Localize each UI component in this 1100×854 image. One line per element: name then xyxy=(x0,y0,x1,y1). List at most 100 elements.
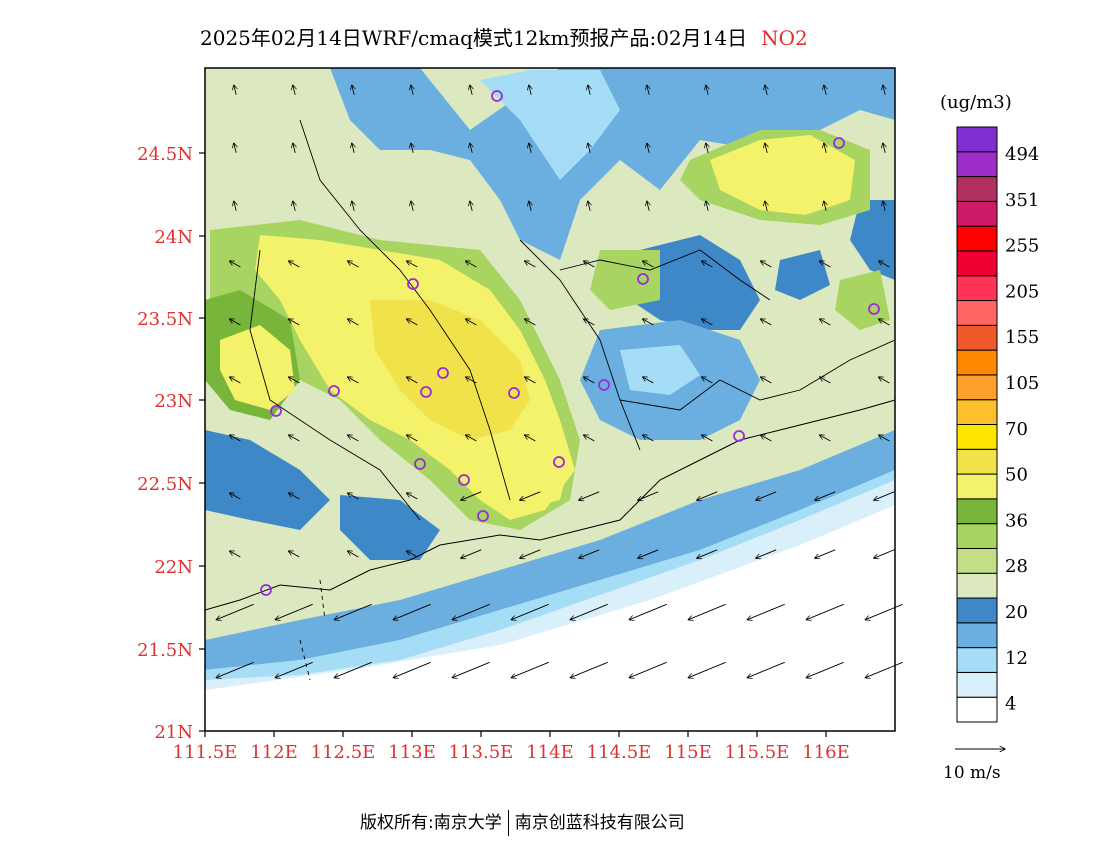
wind-arrow xyxy=(407,551,418,558)
wind-arrow xyxy=(638,549,659,558)
wind-arrow xyxy=(520,491,541,500)
wind-arrow xyxy=(407,261,418,268)
wind-arrow xyxy=(879,261,890,268)
legend-swatch xyxy=(956,300,998,326)
wind-arrow xyxy=(761,435,772,442)
legend-label: 351 xyxy=(1005,190,1039,211)
wind-arrow xyxy=(638,491,659,500)
legend-swatch xyxy=(956,225,998,252)
wind-arrow xyxy=(702,377,713,384)
wind-arrow xyxy=(584,261,595,268)
wind-arrow xyxy=(765,143,767,153)
lon-label: 115.5E xyxy=(725,742,790,763)
legend-swatch xyxy=(956,523,998,549)
wind-arrow xyxy=(570,603,608,619)
wind-arrow xyxy=(629,661,667,677)
wind-arrow xyxy=(883,201,885,211)
wind-arrow xyxy=(529,201,531,211)
wind-arrow xyxy=(824,85,826,95)
wind-arrow xyxy=(466,435,477,442)
wind-arrow xyxy=(824,143,826,153)
wind-arrow xyxy=(820,377,831,384)
legend-swatch xyxy=(956,349,998,376)
page-title: 2025年02月14日WRF/cmaq模式12km预报产品:02月14日 NO2 xyxy=(200,22,808,51)
wind-arrow xyxy=(824,201,826,211)
wind-arrow xyxy=(815,491,836,500)
legend-swatch xyxy=(956,647,998,673)
wind-arrow xyxy=(706,85,708,95)
wind-arrow xyxy=(706,201,708,211)
wind-arrow xyxy=(466,319,477,326)
lat-label: 21.5N xyxy=(137,640,193,661)
city-marker xyxy=(733,430,745,442)
wind-arrow xyxy=(647,85,649,95)
wind-arrow xyxy=(879,435,890,442)
wind-arrow xyxy=(411,85,413,95)
wind-arrow xyxy=(289,377,300,384)
legend-label: 205 xyxy=(1005,281,1039,302)
wind-arrow xyxy=(702,261,713,268)
wind-arrow xyxy=(289,551,300,558)
city-marker xyxy=(637,273,649,285)
legend-label: 12 xyxy=(1005,648,1028,669)
wind-arrow xyxy=(411,201,413,211)
wind-arrow xyxy=(570,661,608,677)
wind-arrow xyxy=(806,603,844,619)
wind-arrow xyxy=(407,377,418,384)
wind-arrow xyxy=(761,319,772,326)
wind-arrow xyxy=(883,143,885,153)
wind-arrow xyxy=(525,261,536,268)
lon-label: 115E xyxy=(664,742,712,763)
wind-reference-label: 10 m/s xyxy=(943,763,1001,783)
legend-labels: 494 351 255 205 155 105 70 50 36 28 20 12 4 xyxy=(1005,144,1039,715)
wind-arrow xyxy=(411,143,413,153)
wind-arrow xyxy=(348,319,359,326)
company-text: 南京创蓝科技有限公司 xyxy=(514,813,685,833)
latitude-axis: 24.5N 24N 23.5N 23N 22.5N 22N 21.5N 21N xyxy=(137,144,205,743)
city-marker xyxy=(868,303,880,315)
lon-label: 114.5E xyxy=(587,742,652,763)
lon-label: 113E xyxy=(388,742,436,763)
legend-swatch xyxy=(956,151,998,178)
wind-arrow xyxy=(588,85,590,95)
city-marker xyxy=(414,458,426,470)
legend-label: 50 xyxy=(1005,465,1028,486)
lat-label: 22.5N xyxy=(137,474,193,495)
wind-arrow xyxy=(702,319,713,326)
wind-arrow xyxy=(393,661,431,677)
legend-swatch xyxy=(956,597,998,624)
city-marker xyxy=(458,474,470,486)
wind-arrow xyxy=(525,435,536,442)
lon-label: 114E xyxy=(526,742,574,763)
wind-arrow xyxy=(466,377,477,384)
lon-label: 112E xyxy=(250,742,298,763)
concentration-field xyxy=(205,68,895,731)
wind-arrow xyxy=(234,143,236,153)
wind-arrow xyxy=(234,201,236,211)
wind-arrow xyxy=(289,319,300,326)
wind-arrow xyxy=(293,85,295,95)
wind-arrow xyxy=(520,549,541,558)
wind-arrow xyxy=(275,661,313,677)
wind-arrow xyxy=(584,377,595,384)
legend-swatch xyxy=(956,275,998,302)
city-marker xyxy=(407,278,419,290)
legend-label: 155 xyxy=(1005,327,1039,348)
wind-arrow xyxy=(352,85,354,95)
legend-label: 255 xyxy=(1005,236,1039,257)
legend-label: 28 xyxy=(1005,556,1028,577)
city-marker xyxy=(270,405,282,417)
legend-swatch xyxy=(956,399,998,426)
wind-arrow xyxy=(525,319,536,326)
wind-arrow xyxy=(756,549,777,558)
wind-arrow xyxy=(820,261,831,268)
city-markers xyxy=(260,90,880,596)
wind-arrow xyxy=(511,603,549,619)
wind-arrow xyxy=(584,435,595,442)
wind-arrow xyxy=(275,603,313,619)
wind-arrow xyxy=(688,661,726,677)
wind-arrow xyxy=(470,85,472,95)
copyright-text: 版权所有:南京大学 xyxy=(360,813,502,833)
